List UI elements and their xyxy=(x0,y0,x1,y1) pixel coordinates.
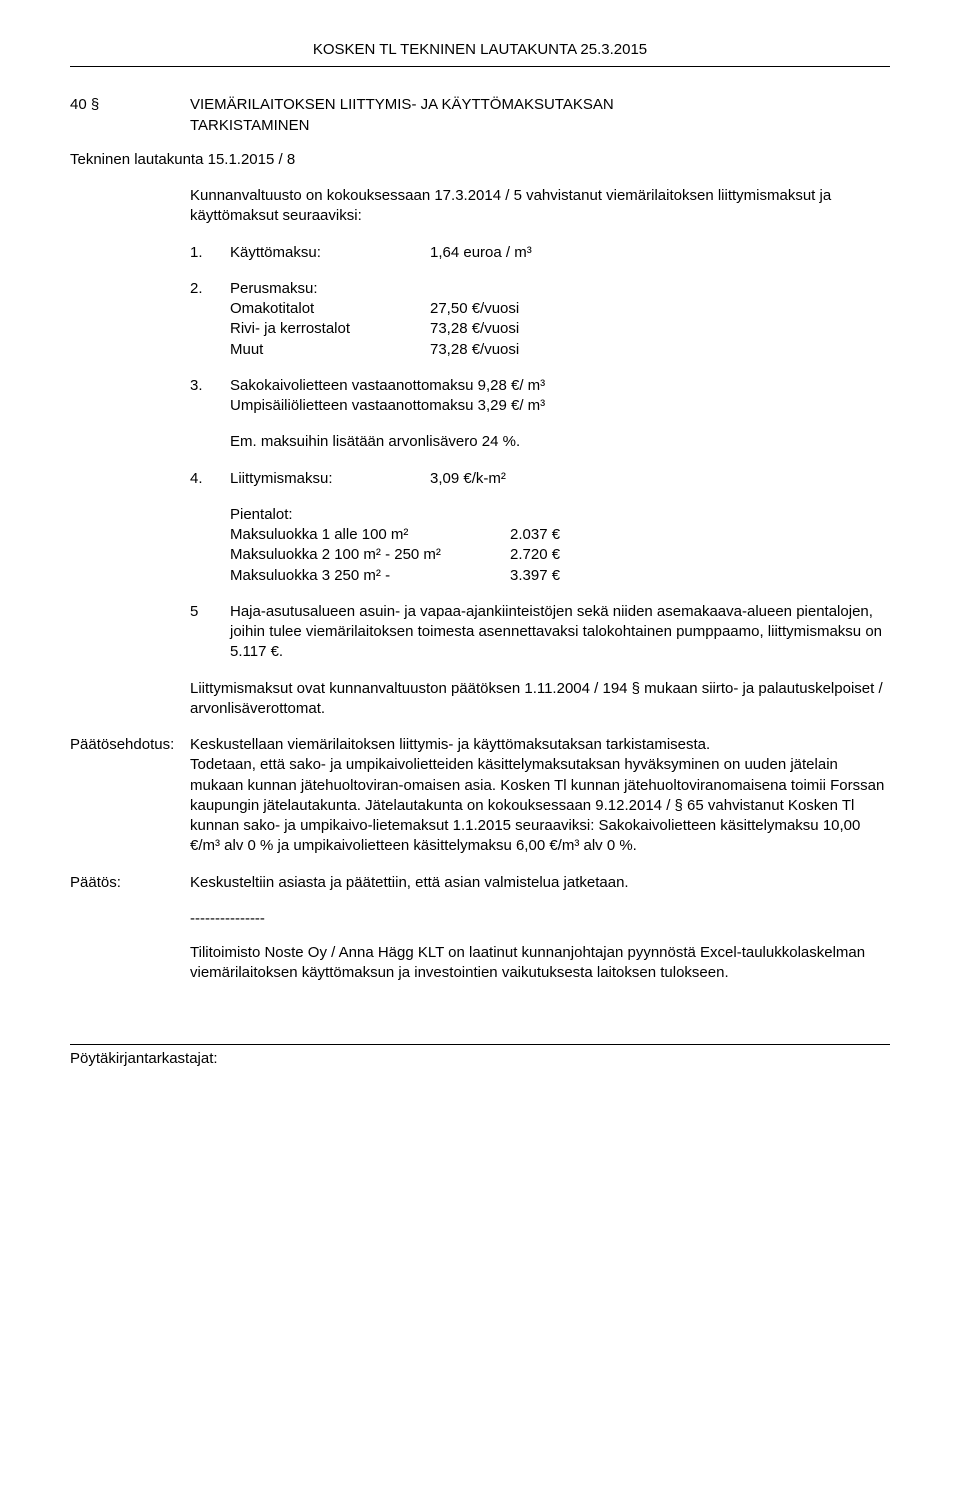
kunnanvaltuusto-intro: Kunnanvaltuusto on kokouksessaan 17.3.20… xyxy=(190,186,890,227)
item3-line1: Sakokaivolietteen vastaanottomaksu 9,28 … xyxy=(230,376,545,396)
item4-label: Liittymismaksu: xyxy=(230,469,430,489)
item3-line2: Umpisäiliölietteen vastaanottomaksu 3,29… xyxy=(230,396,545,416)
pient-row-b: 2.720 € xyxy=(510,545,560,565)
pient-row-b: 2.037 € xyxy=(510,525,560,545)
tilitoimisto-text: Tilitoimisto Noste Oy / Anna Hägg KLT on… xyxy=(190,943,890,984)
header-rule xyxy=(70,66,890,67)
footer-rule xyxy=(70,1044,890,1045)
pientalot-heading: Pientalot: xyxy=(230,505,890,525)
liittymismaksut-note: Liittymismaksut ovat kunnanvaltuuston pä… xyxy=(190,679,890,720)
item1-number: 1. xyxy=(190,243,230,263)
page-header: KOSKEN TL TEKNINEN LAUTAKUNTA 25.3.2015 xyxy=(70,40,890,60)
section-title-line1: VIEMÄRILAITOKSEN LIITTYMIS- JA KÄYTTÖMAK… xyxy=(190,95,890,115)
paatosehdotus-text: Keskustellaan viemärilaitoksen liittymis… xyxy=(190,735,890,857)
item2-label: Perusmaksu: xyxy=(230,279,318,299)
item3-number: 3. xyxy=(190,376,230,417)
perus-row-a: Muut xyxy=(230,340,430,360)
pient-row-a: Maksuluokka 3 250 m² - xyxy=(230,566,510,586)
paatosehdotus-label: Päätösehdotus: xyxy=(70,735,190,857)
item5-text: Haja-asutusalueen asuin- ja vapaa-ajanki… xyxy=(230,602,890,663)
section-number: 40 § xyxy=(70,95,190,136)
item1-value: 1,64 euroa / m³ xyxy=(430,243,532,263)
item2-number: 2. xyxy=(190,279,230,299)
item4-number: 4. xyxy=(190,469,230,489)
pient-row-a: Maksuluokka 1 alle 100 m² xyxy=(230,525,510,545)
paatos-label: Päätös: xyxy=(70,873,190,893)
em-note: Em. maksuihin lisätään arvonlisävero 24 … xyxy=(230,432,890,452)
perus-row-a: Rivi- ja kerrostalot xyxy=(230,319,430,339)
item4-value: 3,09 €/k-m² xyxy=(430,469,506,489)
divider: --------------- xyxy=(190,909,890,929)
item1-label: Käyttömaksu: xyxy=(230,243,430,263)
perus-row-b: 73,28 €/vuosi xyxy=(430,319,519,339)
pient-row-a: Maksuluokka 2 100 m² - 250 m² xyxy=(230,545,510,565)
pient-row-b: 3.397 € xyxy=(510,566,560,586)
perus-row-a: Omakotitalot xyxy=(230,299,430,319)
perus-row-b: 73,28 €/vuosi xyxy=(430,340,519,360)
tekninen-lautakunta: Tekninen lautakunta 15.1.2015 / 8 xyxy=(70,150,890,170)
item5-number: 5 xyxy=(190,602,230,663)
footer-text: Pöytäkirjantarkastajat: xyxy=(70,1049,890,1069)
perus-row-b: 27,50 €/vuosi xyxy=(430,299,519,319)
section-title-line2: TARKISTAMINEN xyxy=(190,116,890,136)
paatos-text: Keskusteltiin asiasta ja päätettiin, ett… xyxy=(190,873,890,893)
